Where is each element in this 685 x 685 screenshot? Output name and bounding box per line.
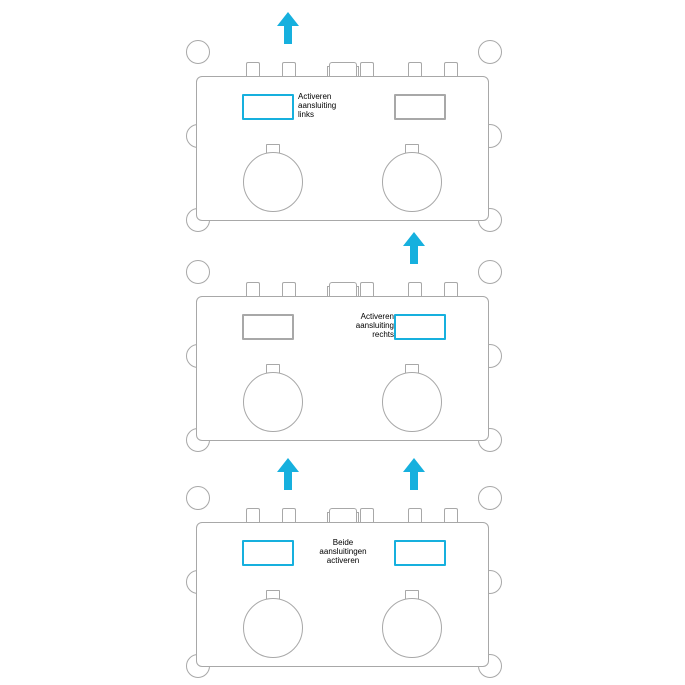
dial-left xyxy=(243,152,303,212)
diagram-root: { "colors": { "stroke": "#a8a8a8", "acce… xyxy=(0,0,685,685)
arrow-left-icon xyxy=(277,12,299,44)
dial-right xyxy=(382,372,442,432)
mounting-ear xyxy=(186,260,210,284)
top-port xyxy=(444,282,458,297)
arrow-right-icon xyxy=(403,458,425,490)
top-port xyxy=(246,508,260,523)
dial-left xyxy=(243,598,303,658)
center-fitting-cap xyxy=(329,508,357,523)
screen-left xyxy=(242,94,294,120)
unit-label: Activeren aansluiting rechts xyxy=(338,313,394,339)
mounting-ear xyxy=(478,260,502,284)
arrow-right-icon xyxy=(403,232,425,264)
dial-right xyxy=(382,152,442,212)
top-port xyxy=(246,282,260,297)
top-port xyxy=(360,508,374,523)
mounting-ear xyxy=(186,40,210,64)
top-port xyxy=(408,62,422,77)
screen-right xyxy=(394,94,446,120)
screen-left xyxy=(242,540,294,566)
unit-label: Activeren aansluiting links xyxy=(298,93,354,119)
top-port xyxy=(444,508,458,523)
center-fitting-cap xyxy=(329,62,357,77)
mounting-ear xyxy=(478,486,502,510)
mounting-ear xyxy=(186,486,210,510)
screen-right xyxy=(394,540,446,566)
unit-1: Activeren aansluiting rechts xyxy=(196,268,490,442)
unit-2: Beide aansluitingen activeren xyxy=(196,494,490,668)
screen-right xyxy=(394,314,446,340)
unit-0: Activeren aansluiting links xyxy=(196,48,490,222)
screen-left xyxy=(242,314,294,340)
top-port xyxy=(408,508,422,523)
dial-left xyxy=(243,372,303,432)
top-port xyxy=(408,282,422,297)
top-port xyxy=(444,62,458,77)
arrow-left-icon xyxy=(277,458,299,490)
unit-label: Beide aansluitingen activeren xyxy=(315,539,371,565)
top-port xyxy=(282,508,296,523)
top-port xyxy=(246,62,260,77)
top-port xyxy=(282,282,296,297)
top-port xyxy=(360,282,374,297)
dial-right xyxy=(382,598,442,658)
center-fitting-cap xyxy=(329,282,357,297)
top-port xyxy=(360,62,374,77)
top-port xyxy=(282,62,296,77)
mounting-ear xyxy=(478,40,502,64)
